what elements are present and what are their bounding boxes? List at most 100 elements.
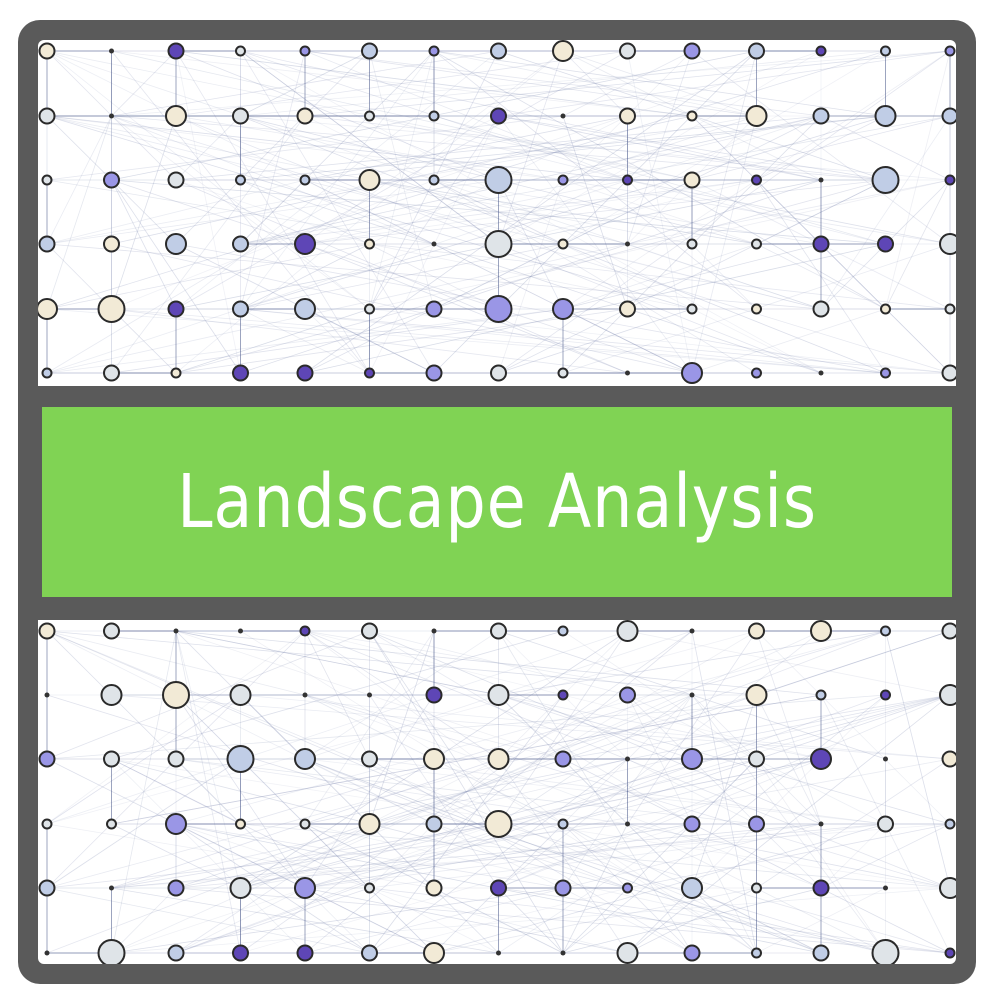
graph-node [625,370,630,376]
graph-node [622,882,633,894]
graph-node [748,750,765,768]
graph-edge [175,179,628,374]
graph-edge [175,694,886,954]
graph-node [100,684,123,706]
graph-node [167,171,185,189]
banner-title: Landscape Analysis [177,459,817,545]
graph-node [941,364,956,382]
graph-edge [175,823,370,954]
graph-edge [498,179,564,374]
graph-edge [304,823,693,889]
graph-edge [562,179,757,245]
graph-node [625,756,630,762]
graph-edge [240,694,951,889]
graph-node [944,174,956,186]
graph-node [745,105,768,127]
graph-edge [46,50,370,310]
graph-edge [111,179,177,310]
graph-edge [369,630,628,696]
graph-edge [627,630,951,696]
graph-edge [369,630,435,825]
graph-node [229,877,252,899]
graph-node [235,45,246,57]
graph-node [428,110,440,122]
graph-node [367,692,372,698]
graph-node [423,942,445,964]
graph-edge [691,758,757,825]
graph-node [619,300,636,318]
graph-node [106,818,117,830]
graph-edge [46,115,628,181]
graph-node [880,689,891,701]
graph-node [751,367,762,379]
graph-node [681,362,703,384]
graph-node [103,364,120,382]
graph-edge [175,243,886,374]
graph-edge [691,694,757,889]
graph-edge [369,243,951,310]
graph-edge [111,694,822,825]
graph-edge [498,758,822,825]
graph-node [686,303,698,315]
graph-edge [498,887,564,954]
graph-edge [175,630,241,889]
graph-node [358,169,381,191]
graph-edge [304,179,757,245]
graph-edge [820,823,951,889]
graph-edge [304,50,564,245]
graph-edge [369,243,693,310]
graph-edge [304,50,757,117]
graph-edge [111,308,564,374]
graph-node [683,815,701,833]
graph-node [361,42,378,60]
graph-node [38,750,56,768]
graph-node [871,166,900,194]
graph-edge [498,630,693,954]
graph-edge [175,115,241,181]
graph-node [296,107,314,125]
graph-node [232,107,249,125]
graph-edge [820,115,951,181]
graph-edge [46,115,564,181]
graph-node [167,42,185,60]
graph-node [425,364,443,382]
graph-node [557,174,569,186]
graph-node [235,174,246,186]
graph-edge [498,694,693,760]
graph-edge [111,887,177,954]
graph-edge [627,50,693,245]
graph-edge [111,50,951,117]
graph-node [361,750,378,768]
graph-edge [111,630,564,760]
graph-node [616,942,639,964]
graph-edge [562,308,693,374]
graph-node [425,300,443,318]
graph-node [810,620,832,642]
graph-edge [46,115,564,181]
graph-edge [627,823,951,889]
graph-node [364,238,375,250]
graph-node [484,810,513,838]
graph-edge [433,630,757,825]
graph-edge [369,50,435,310]
graph-edge [111,179,241,374]
graph-edge [498,308,693,374]
graph-node [109,885,114,891]
graph-edge [240,179,822,374]
graph-node [880,45,891,57]
graph-node [296,944,314,962]
graph-node [103,235,120,253]
graph-node [625,821,630,827]
graph-node [880,303,891,315]
graph-edge [111,887,951,954]
graph-node [944,947,956,959]
graph-edge [304,179,628,245]
graph-edge [304,630,499,760]
graph-edge [498,823,951,954]
graph-node [496,950,501,956]
graph-edge [433,50,757,374]
graph-edge [175,179,886,374]
graph-edge [46,179,306,245]
graph-node [812,235,830,253]
graph-edge [369,115,499,310]
